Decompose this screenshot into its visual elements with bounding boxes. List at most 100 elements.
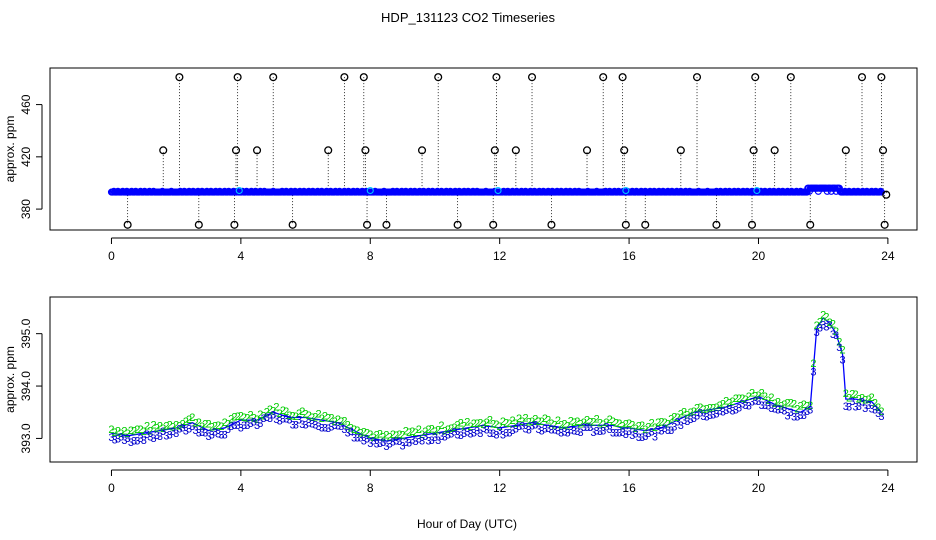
series-3-marker: 3	[199, 427, 205, 439]
series-2-marker: 2	[354, 425, 360, 437]
series-2-marker: 2	[176, 420, 182, 432]
series-3-marker: 3	[154, 430, 160, 442]
series-3-marker: 3	[862, 403, 868, 415]
outlier-point	[620, 146, 629, 155]
series-2-marker: 2	[636, 421, 642, 433]
series-3-marker: 3	[561, 427, 567, 439]
outlier-point	[747, 220, 757, 229]
series-3-marker: 3	[464, 427, 470, 439]
series-3-marker: 3	[209, 429, 215, 441]
series-3-marker: 3	[406, 437, 412, 449]
series-3-marker: 3	[791, 411, 797, 423]
series-2-marker: 2	[662, 417, 668, 429]
series-2-marker: 2	[726, 398, 732, 410]
x-tick-label: 20	[752, 481, 766, 495]
series-2-marker: 2	[358, 427, 364, 439]
series-3-marker: 3	[610, 427, 616, 439]
x-tick-label: 8	[367, 249, 374, 263]
series-2-marker: 2	[409, 426, 415, 438]
series-2-marker: 2	[836, 337, 842, 349]
series-3-marker: 3	[328, 421, 334, 433]
series-2-marker: 2	[694, 403, 700, 415]
series-3-marker: 3	[390, 437, 396, 449]
x-tick-label: 16	[622, 481, 636, 495]
series-2-marker: 2	[704, 404, 710, 416]
series-2-marker: 2	[260, 410, 266, 422]
series-3-marker: 3	[594, 426, 600, 438]
series-3-marker: 3	[513, 424, 519, 436]
series-2-marker: 2	[254, 414, 260, 426]
series-2-marker: 2	[319, 413, 325, 425]
series-2-marker: 2	[555, 415, 561, 427]
outlier-point	[288, 220, 297, 229]
series-2-marker: 2	[817, 317, 823, 329]
series-2-marker: 2	[571, 417, 577, 429]
series-3-marker: 3	[739, 399, 745, 411]
outlier-point	[324, 146, 333, 155]
series-2-marker: 2	[794, 403, 800, 415]
series-3-marker: 3	[804, 406, 810, 418]
series-2-marker: 2	[141, 426, 147, 438]
x-tick-label: 0	[108, 249, 115, 263]
series-2-marker: 2	[429, 423, 435, 435]
outlier-point	[382, 220, 391, 229]
series-2-marker: 2	[458, 418, 464, 430]
outlier-point	[252, 146, 262, 155]
series-3-marker: 3	[150, 433, 156, 445]
series-3-marker: 3	[196, 428, 202, 440]
series-2-marker: 2	[193, 417, 199, 429]
series-3-marker: 3	[603, 422, 609, 434]
series-2-marker: 2	[467, 421, 473, 433]
series-3-marker: 3	[290, 420, 296, 432]
series-3-marker: 3	[387, 438, 393, 450]
series-3-marker: 3	[429, 435, 435, 447]
series-2-marker: 2	[348, 422, 354, 434]
series-3-marker: 3	[823, 321, 829, 333]
series-3-marker: 3	[691, 413, 697, 425]
series-2-marker: 2	[228, 413, 234, 425]
series-3-marker: 3	[205, 431, 211, 443]
series-2-marker: 2	[277, 408, 283, 420]
series-2-marker: 2	[581, 417, 587, 429]
outlier-point	[582, 146, 592, 155]
plot-frame	[49, 296, 918, 463]
series-2-marker: 2	[584, 415, 590, 427]
series-3-marker: 3	[759, 400, 765, 412]
series-2-marker: 2	[154, 422, 160, 434]
series-3-marker: 3	[170, 426, 176, 438]
outlier-point	[641, 220, 650, 229]
series-2-marker: 2	[215, 420, 221, 432]
series-3-marker: 3	[700, 411, 706, 423]
series-3-marker: 3	[723, 405, 729, 417]
series-2-marker: 2	[131, 426, 137, 438]
series-2-marker: 2	[487, 415, 493, 427]
figure-title: HDP_131123 CO2 Timeseries	[381, 10, 555, 25]
series-2-marker: 2	[338, 416, 344, 428]
series-3-marker: 3	[565, 427, 571, 439]
series-3-marker: 3	[558, 428, 564, 440]
series-2-marker: 2	[202, 419, 208, 431]
outlier-point	[806, 220, 815, 229]
outlier-point	[231, 146, 241, 155]
series-3-marker: 3	[277, 416, 283, 428]
series-3-marker: 3	[338, 421, 344, 433]
outlier-point	[547, 220, 556, 229]
series-2-marker: 2	[872, 398, 878, 410]
series-2-marker: 2	[610, 416, 616, 428]
series-2-marker: 2	[649, 417, 655, 429]
series-2-marker: 2	[568, 416, 574, 428]
plot-frame	[49, 67, 918, 231]
series-3-marker: 3	[296, 415, 302, 427]
series-3-marker: 3	[471, 428, 477, 440]
outlier-point	[359, 73, 368, 82]
series-2-marker: 2	[878, 406, 884, 418]
series-3-marker: 3	[752, 395, 758, 407]
series-3-marker: 3	[522, 424, 528, 436]
series-3-marker: 3	[742, 400, 748, 412]
series-3-marker: 3	[590, 427, 596, 439]
series-3-marker: 3	[183, 426, 189, 438]
outlier-point	[490, 146, 499, 155]
series-3-marker: 3	[138, 433, 144, 445]
baseline-point	[877, 187, 885, 195]
